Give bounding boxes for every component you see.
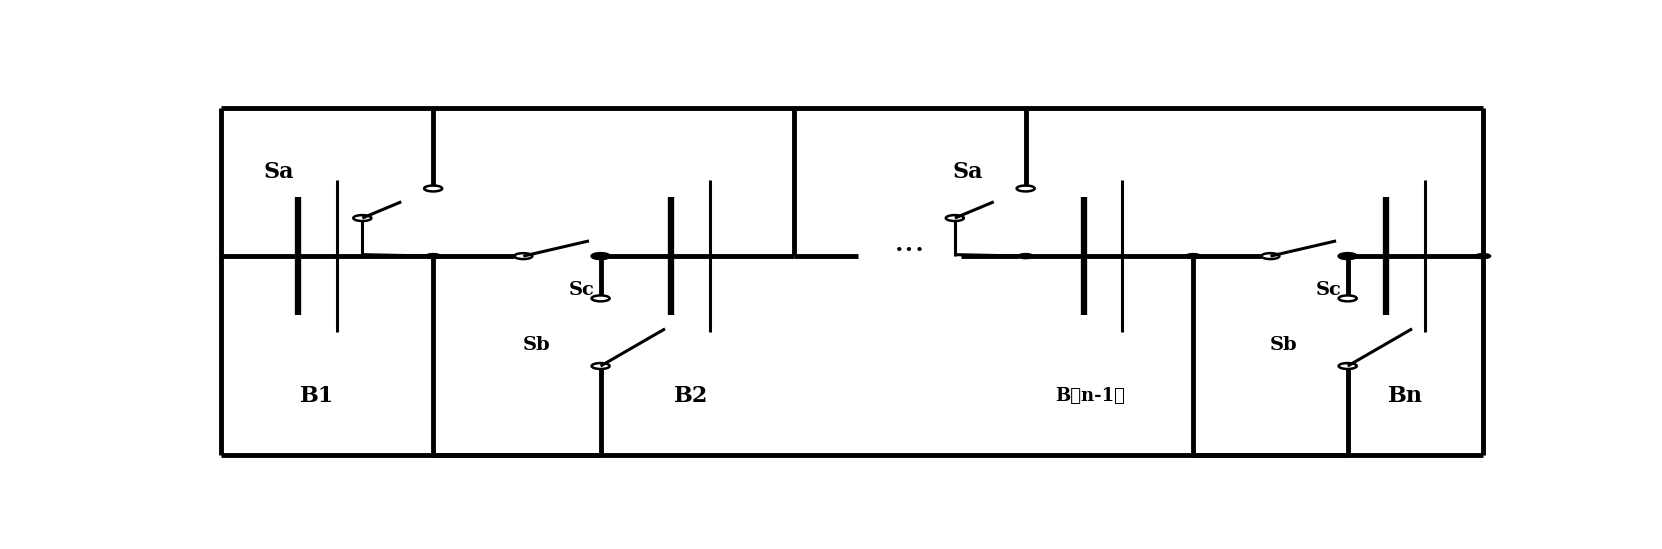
Text: Sa: Sa	[952, 160, 982, 183]
Text: Sc: Sc	[1315, 281, 1341, 299]
Text: Sb: Sb	[522, 336, 550, 354]
Circle shape	[1017, 254, 1034, 259]
Text: ···: ···	[894, 236, 926, 268]
Text: Sb: Sb	[1270, 336, 1296, 354]
Text: B1: B1	[301, 385, 334, 407]
Text: Bn: Bn	[1388, 385, 1423, 407]
Circle shape	[593, 254, 608, 259]
Circle shape	[1185, 254, 1202, 259]
Text: B2: B2	[673, 385, 708, 407]
Text: B（n-1）: B（n-1）	[1055, 386, 1125, 405]
Text: Sc: Sc	[568, 281, 595, 299]
Circle shape	[1340, 254, 1356, 259]
Circle shape	[425, 254, 440, 259]
Circle shape	[1476, 254, 1491, 259]
Text: Sa: Sa	[263, 160, 294, 183]
